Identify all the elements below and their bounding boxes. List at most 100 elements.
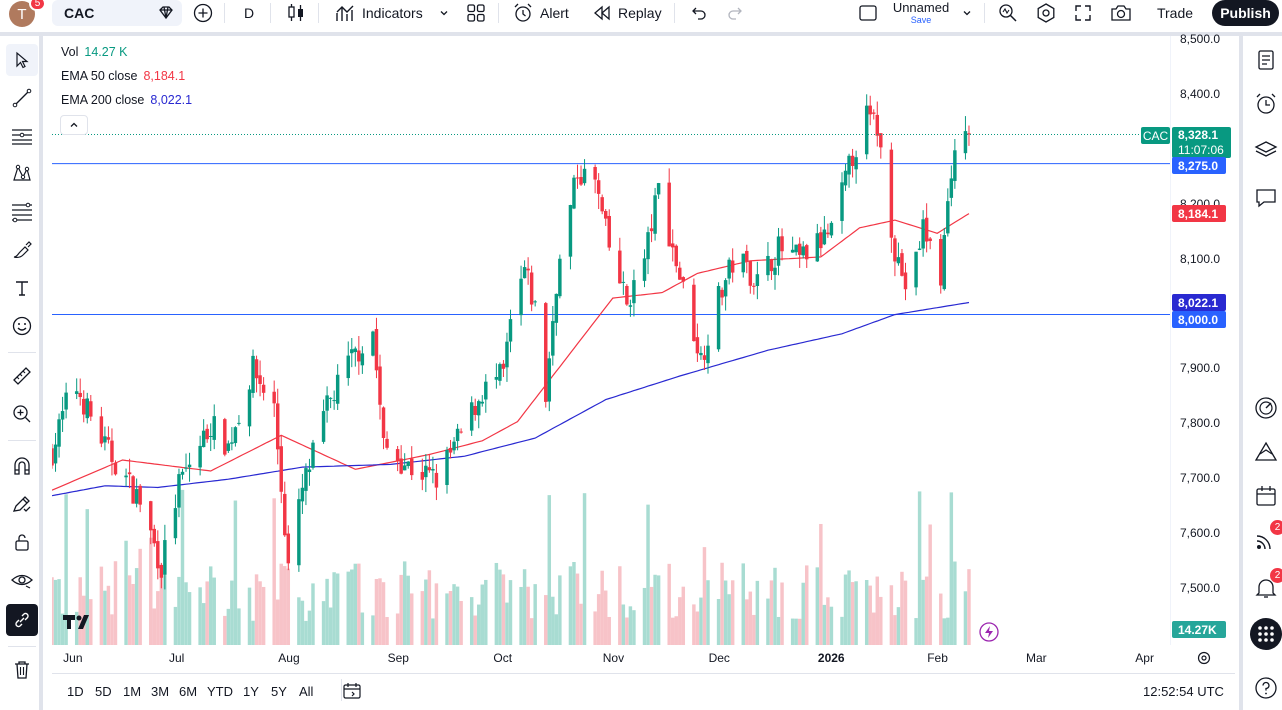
candle (822, 216, 827, 246)
candle (230, 427, 234, 451)
camera-icon[interactable] (1110, 0, 1132, 26)
settings-gear-icon[interactable] (1035, 0, 1057, 26)
time-axis[interactable]: Jun Jul Aug Sep Oct Nov Dec 2026 Feb Mar Apr (52, 645, 1235, 673)
volume-bar (621, 604, 626, 645)
volume-bar (173, 606, 178, 645)
axis-settings-icon[interactable] (1196, 650, 1212, 671)
layout-name-button[interactable]: Unnamed Save (886, 1, 956, 27)
emoji-icon[interactable] (6, 310, 38, 342)
lock-icon[interactable] (6, 526, 38, 558)
magnet-icon[interactable] (6, 450, 38, 482)
volume-bar (424, 579, 428, 645)
candle (74, 378, 79, 400)
candle (410, 446, 414, 481)
volume-legend[interactable]: Vol 14.27 K (61, 40, 192, 64)
range-button-6m[interactable]: 6M (179, 684, 198, 699)
publish-button[interactable]: Publish (1212, 0, 1279, 26)
keep-drawing-icon[interactable] (6, 488, 38, 520)
triangle-icon[interactable] (1249, 436, 1282, 468)
chat-icon[interactable] (1249, 182, 1282, 214)
replay-button[interactable]: Replay (592, 0, 662, 26)
chart-pane[interactable] (52, 36, 1170, 645)
watchlist-icon[interactable] (1249, 44, 1282, 76)
ema200-legend[interactable]: EMA 200 close 8,022.1 (61, 88, 192, 112)
fib-retracement-icon[interactable] (6, 196, 38, 228)
chart-legend: Vol 14.27 K EMA 50 close 8,184.1 EMA 200… (61, 40, 192, 112)
symbol-search-button[interactable]: CAC (52, 0, 182, 26)
ruler-icon[interactable] (6, 360, 38, 392)
layout-square-icon[interactable] (858, 0, 878, 26)
horizontal-lines-icon[interactable] (6, 120, 38, 152)
candle (505, 332, 509, 382)
ema200-line[interactable] (52, 301, 970, 497)
hotlist-gauge-icon[interactable] (1249, 392, 1282, 424)
link-icon[interactable] (6, 604, 38, 636)
help-icon[interactable] (1249, 672, 1282, 704)
trade-button[interactable]: Trade (1156, 5, 1194, 21)
compare-add-icon[interactable] (192, 0, 214, 26)
time-tick-label: Jun (63, 651, 83, 665)
candle (575, 164, 580, 189)
volume-bar (360, 612, 365, 645)
layers-icon[interactable] (1249, 134, 1282, 166)
brush-icon[interactable] (6, 234, 38, 266)
candle (53, 432, 58, 472)
volume-bar (656, 575, 661, 645)
trend-line-icon[interactable] (6, 82, 38, 114)
range-button-all[interactable]: All (299, 684, 314, 699)
zoom-in-icon[interactable] (6, 398, 38, 430)
candle (949, 165, 954, 207)
notifications-bell-icon[interactable]: 2 (1249, 568, 1282, 604)
quick-search-icon[interactable] (997, 0, 1019, 26)
volume-bar (261, 586, 266, 645)
lightning-icon[interactable] (978, 621, 1000, 648)
range-button-1d[interactable]: 1D (67, 684, 84, 699)
layouts-grid-icon[interactable] (466, 0, 486, 26)
candle (946, 188, 950, 237)
volume-bar (378, 578, 382, 645)
price-chart[interactable] (52, 36, 1170, 645)
volume-bar (625, 617, 629, 645)
diamond-icon[interactable] (156, 0, 176, 26)
text-tool-icon[interactable] (6, 272, 38, 304)
apps-grid-icon[interactable] (1249, 618, 1282, 650)
range-button-ytd[interactable]: YTD (207, 684, 233, 699)
trash-icon[interactable] (6, 654, 38, 686)
fullscreen-icon[interactable] (1073, 0, 1093, 26)
alert-button[interactable]: Alert (512, 0, 569, 26)
volume-bar (752, 614, 756, 645)
calendar-range-icon[interactable] (341, 681, 363, 704)
volume-bar (917, 491, 922, 645)
ema50-legend[interactable]: EMA 50 close 8,184.1 (61, 64, 192, 88)
calendar-icon[interactable] (1249, 480, 1282, 512)
eye-icon[interactable] (6, 564, 38, 596)
candle (385, 431, 389, 450)
range-button-5y[interactable]: 5Y (271, 684, 287, 699)
utc-clock[interactable]: 12:52:54 UTC (1143, 684, 1224, 699)
volume-bar (755, 580, 760, 645)
alerts-clock-icon[interactable] (1249, 88, 1282, 120)
pattern-icon[interactable] (6, 158, 38, 190)
undo-icon[interactable] (688, 0, 708, 26)
volume-bar (646, 504, 650, 645)
cursor-icon[interactable] (6, 44, 38, 76)
volume-bar (131, 583, 135, 645)
indicators-button[interactable]: Indicators (334, 0, 423, 26)
chevron-down-icon[interactable] (438, 0, 450, 26)
range-button-3m[interactable]: 3M (151, 684, 170, 699)
candle (769, 258, 774, 281)
range-button-1m[interactable]: 1M (123, 684, 142, 699)
interval-button[interactable]: D (244, 0, 254, 26)
time-tick-label: Oct (493, 651, 513, 665)
candle (600, 194, 604, 215)
tradingview-logo[interactable] (62, 613, 96, 636)
candles-icon[interactable] (286, 0, 306, 26)
ideas-stream-icon[interactable]: 2 (1249, 520, 1282, 556)
candle (378, 354, 382, 420)
legend-collapse-button[interactable] (60, 115, 88, 135)
range-button-1y[interactable]: 1Y (243, 684, 259, 699)
redo-icon[interactable] (726, 0, 746, 26)
range-button-5d[interactable]: 5D (95, 684, 112, 699)
chevron-down-icon[interactable] (961, 0, 973, 26)
candle (805, 243, 809, 268)
